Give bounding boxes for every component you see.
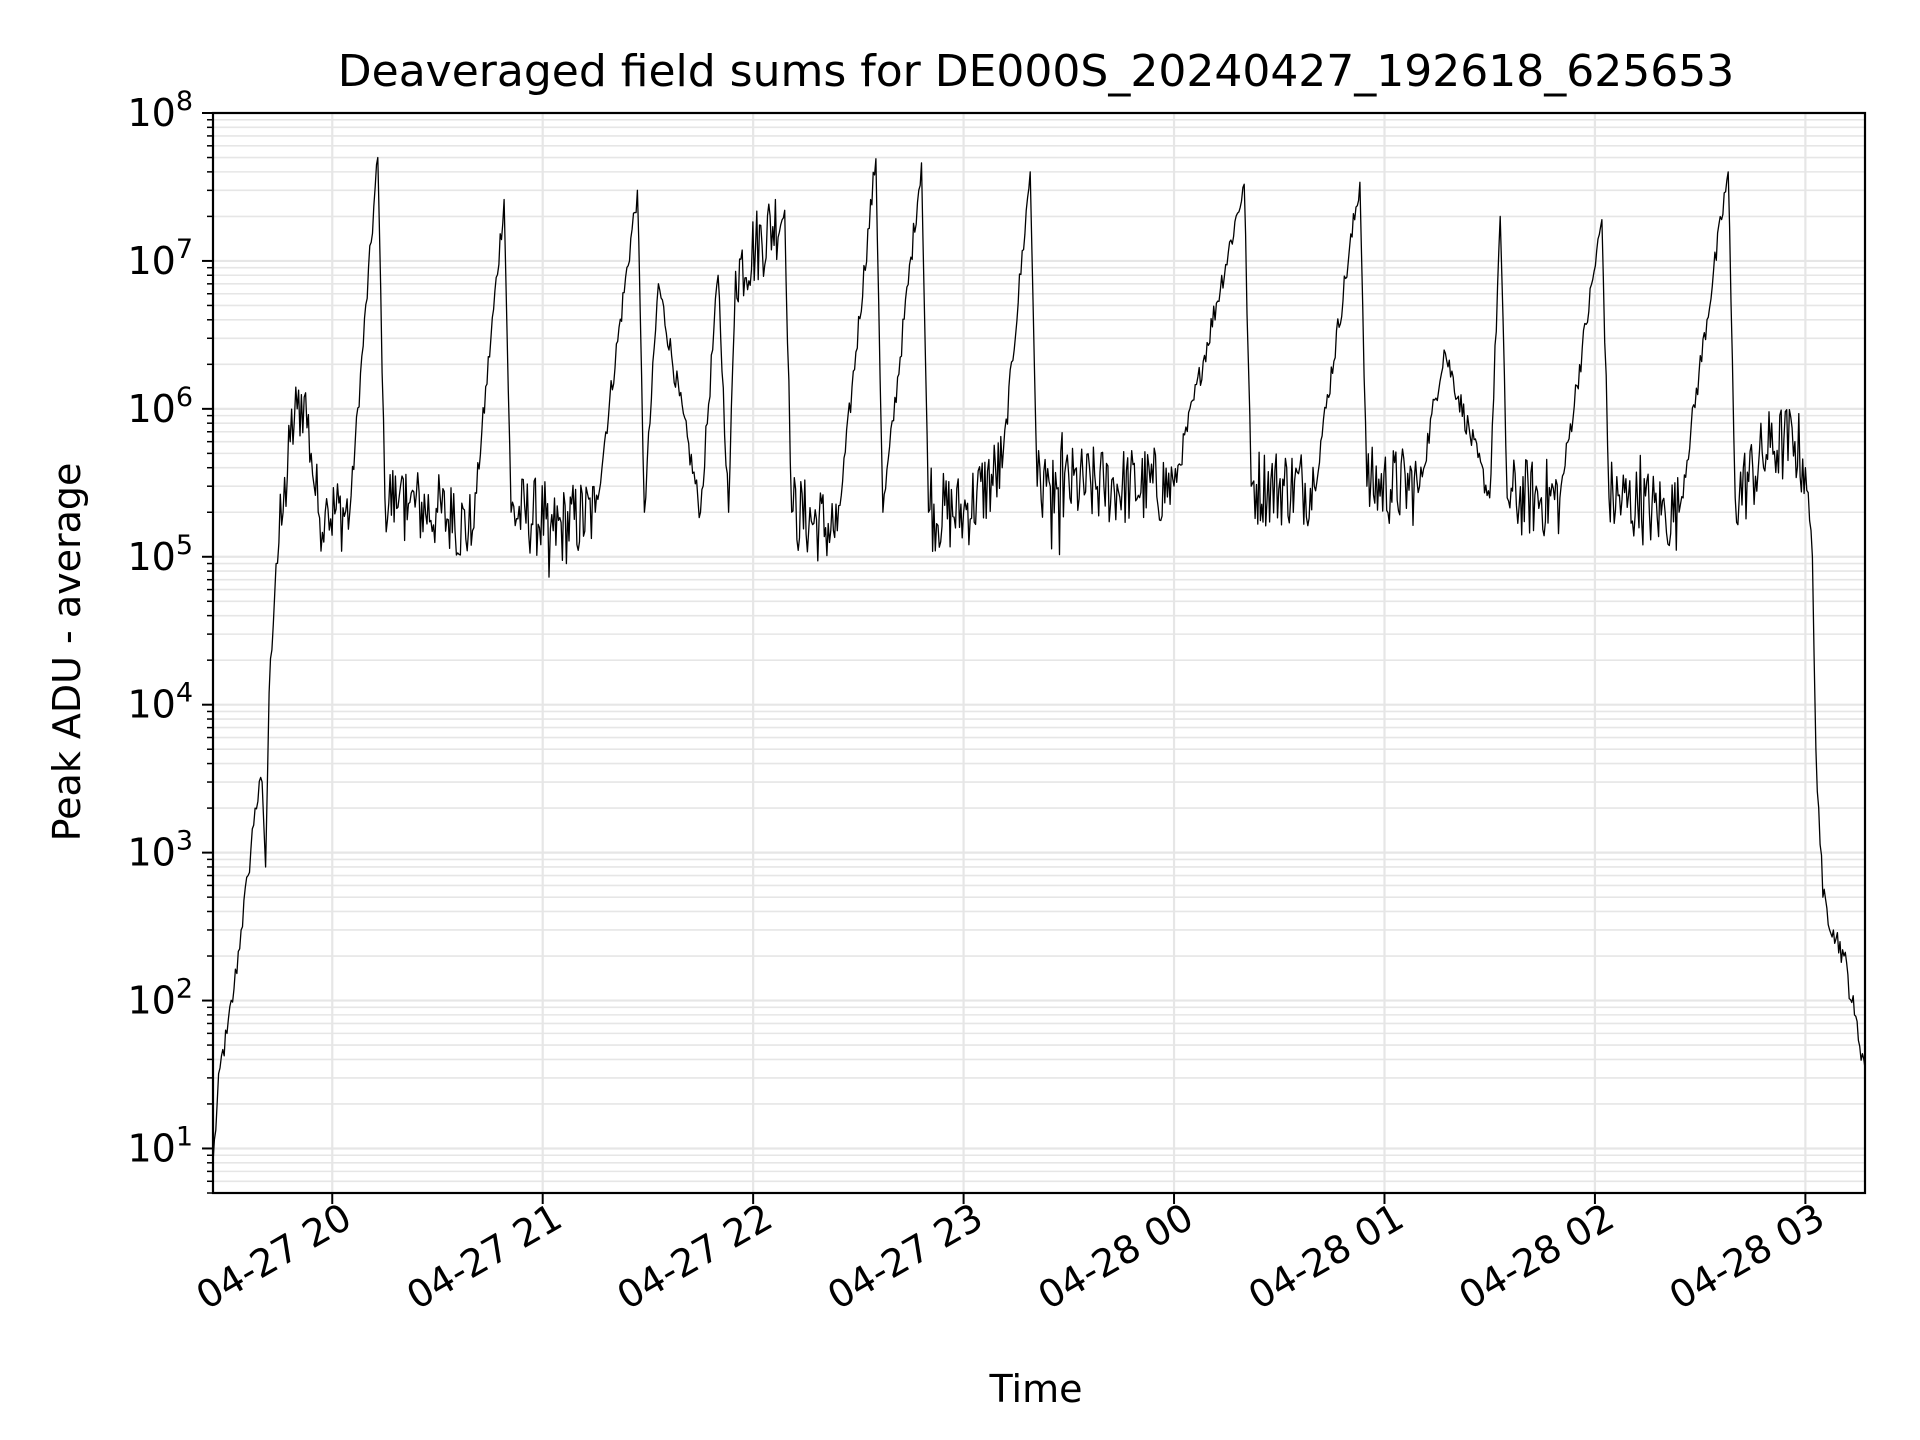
x-tick-label: 04-27 20 [189, 1195, 359, 1319]
y-tick-label: 107 [127, 234, 193, 283]
data-series [212, 156, 1866, 1163]
x-tick-label: 04-27 23 [820, 1195, 990, 1319]
plot-frame [211, 111, 1867, 1195]
y-axis: 101 102 103 104 105 106 107 108 [127, 86, 213, 1194]
x-tick-label: 04-27 22 [610, 1195, 780, 1319]
y-axis-label: Peak ADU - average [45, 463, 89, 842]
grid [213, 111, 1865, 1194]
y-tick-label: 106 [127, 382, 193, 431]
y-tick-label: 105 [127, 530, 193, 579]
chart-title: Deaveraged field sums for DE000S_2024042… [338, 46, 1734, 97]
y-tick-label: 108 [127, 86, 193, 135]
x-axis-label: Time [989, 1367, 1083, 1411]
y-tick-label: 104 [127, 678, 193, 727]
y-tick-label: 103 [127, 826, 193, 875]
x-axis: 04-27 20 04-27 21 04-27 22 04-27 23 04-28 00… [189, 1193, 1832, 1318]
x-tick-label: 04-28 03 [1662, 1195, 1832, 1319]
y-tick-label: 102 [127, 974, 193, 1023]
x-tick-label: 04-28 01 [1241, 1195, 1411, 1319]
series-line [212, 156, 1866, 1163]
x-tick-label: 04-28 00 [1031, 1195, 1201, 1319]
x-tick-label: 04-28 02 [1451, 1195, 1621, 1319]
x-tick-label: 04-27 21 [399, 1195, 569, 1319]
y-tick-label: 101 [127, 1121, 193, 1170]
